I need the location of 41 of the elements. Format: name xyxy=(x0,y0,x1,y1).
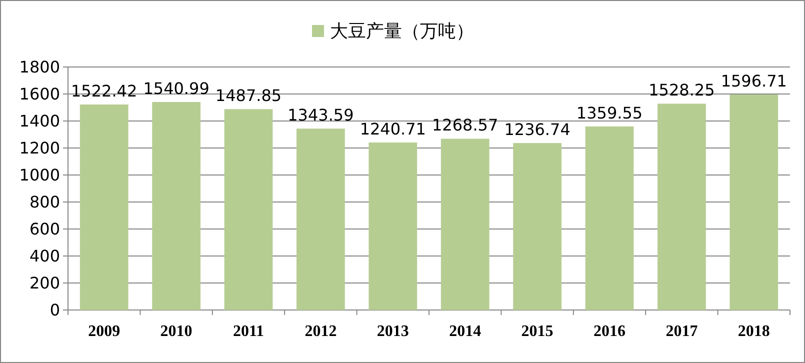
data-label: 1596.71 xyxy=(720,71,787,90)
x-tick-label: 2014 xyxy=(449,323,482,340)
x-tick-label: 2011 xyxy=(232,323,264,340)
data-label: 1268.57 xyxy=(432,116,498,135)
y-tick-label: 200 xyxy=(29,274,60,293)
data-label: 1522.42 xyxy=(71,81,138,100)
bar xyxy=(80,104,128,310)
x-tick-label: 2009 xyxy=(88,323,120,340)
x-tick-label: 2015 xyxy=(521,323,554,340)
x-tick-label: 2018 xyxy=(738,323,770,340)
bar xyxy=(152,102,200,310)
y-tick-label: 1800 xyxy=(19,58,60,77)
y-tick-label: 1000 xyxy=(19,166,60,185)
data-label: 1236.74 xyxy=(504,120,570,140)
legend-label: 大豆产量（万吨） xyxy=(330,21,474,42)
data-label: 1528.25 xyxy=(648,80,715,100)
y-tick-label: 1200 xyxy=(19,138,60,158)
data-label: 1343.59 xyxy=(288,106,354,125)
y-tick-label: 0 xyxy=(50,300,60,320)
x-tick-label: 2013 xyxy=(376,323,409,340)
bar xyxy=(658,104,706,310)
bar xyxy=(440,138,490,310)
y-tick-label: 800 xyxy=(29,192,60,212)
y-tick-label: 1400 xyxy=(19,112,60,131)
data-label: 1240.71 xyxy=(360,120,426,139)
y-tick-label: 600 xyxy=(29,220,60,239)
y-tick-label: 1600 xyxy=(19,84,60,104)
y-tick-label: 400 xyxy=(29,246,60,266)
bar xyxy=(368,142,418,310)
bar xyxy=(730,94,778,310)
data-label: 1359.55 xyxy=(576,103,643,122)
bar xyxy=(224,109,273,310)
x-tick-label: 2017 xyxy=(666,323,698,340)
data-label: 1540.99 xyxy=(143,78,210,98)
x-tick-label: 2010 xyxy=(160,323,192,340)
bar xyxy=(296,128,345,310)
x-tick-label: 2012 xyxy=(304,323,337,340)
data-label: 1487.85 xyxy=(215,86,282,106)
x-tick-label: 2016 xyxy=(594,323,626,340)
bar xyxy=(513,143,562,310)
bar xyxy=(585,126,634,310)
